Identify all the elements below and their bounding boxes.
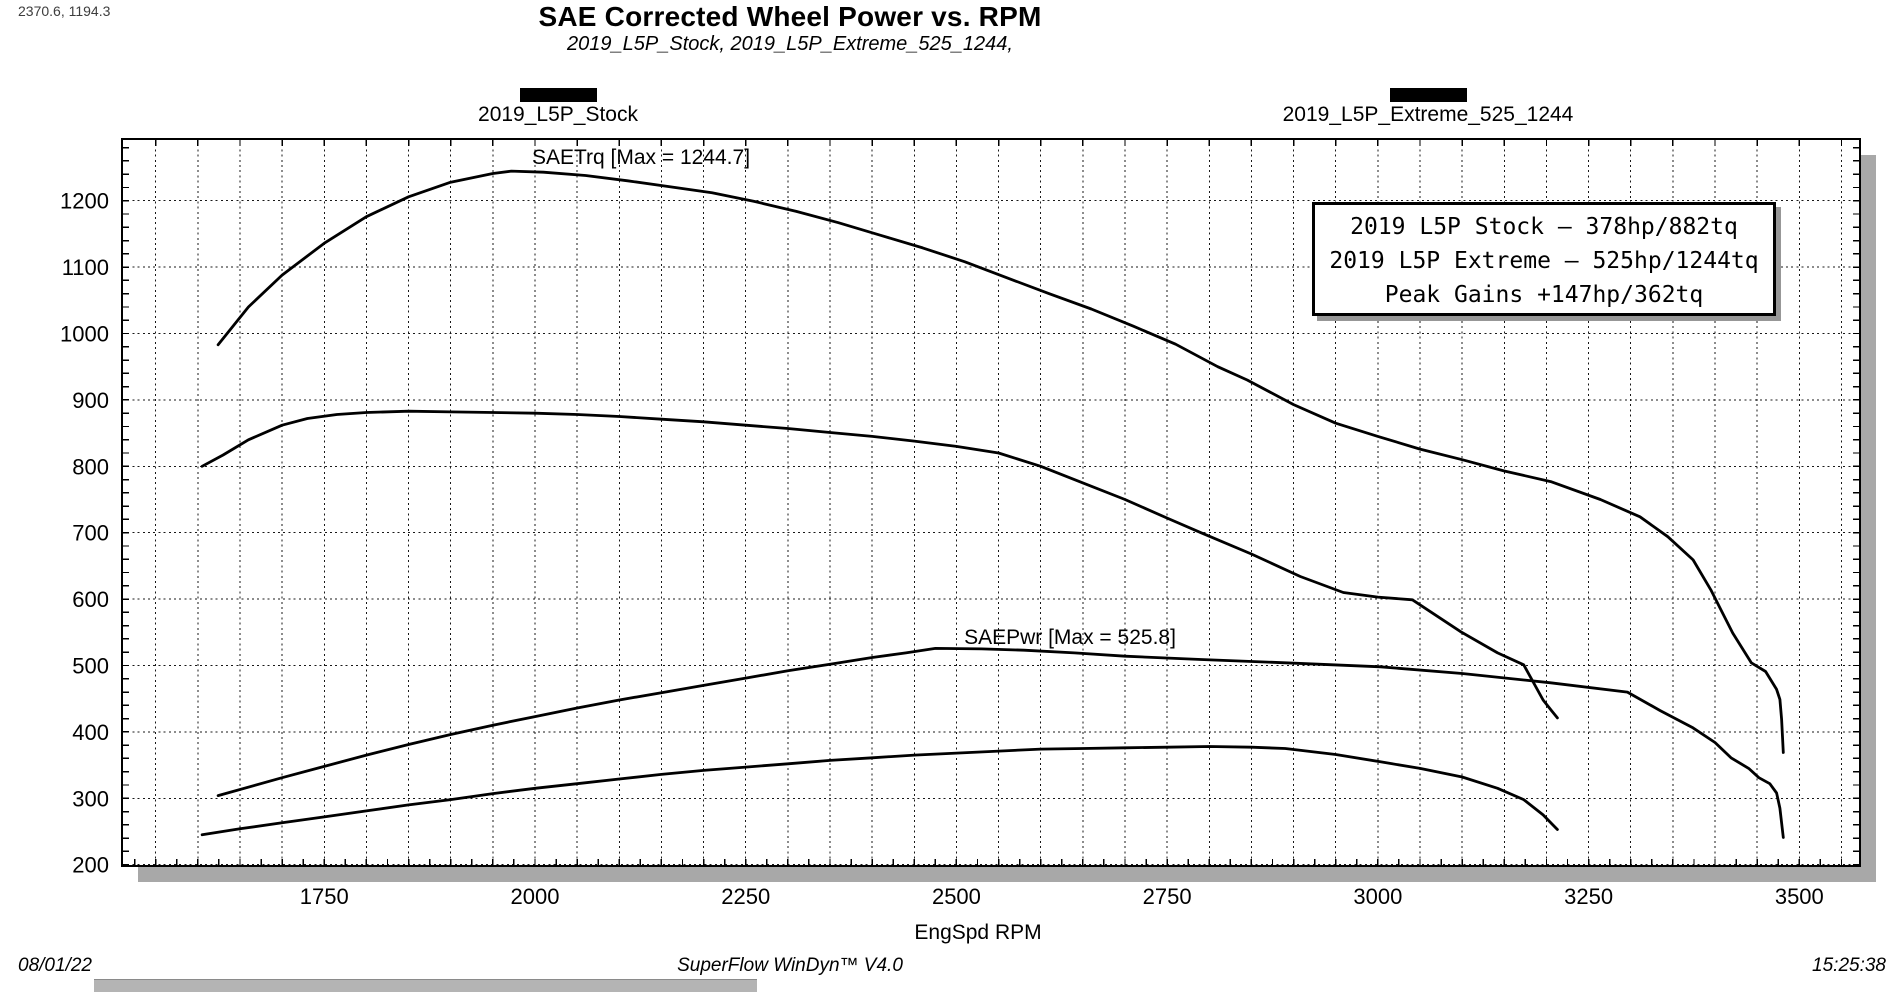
chart-subtitle: 2019_L5P_Stock, 2019_L5P_Extreme_525_124…: [567, 33, 1013, 55]
curve-extreme-power: [216, 647, 1785, 839]
torque-max-annotation: SAETrq [Max = 1244.7]: [531, 146, 751, 169]
svg-text:600: 600: [72, 587, 109, 612]
footer-time: 15:25:38: [1812, 955, 1886, 976]
legend-label-extreme: 2019_L5P_Extreme_525_1244: [1282, 103, 1574, 126]
legend-swatch-extreme: [1390, 88, 1467, 102]
svg-text:1100: 1100: [62, 255, 109, 280]
curve-stock-torque: [200, 409, 1559, 720]
chart-title: SAE Corrected Wheel Power vs. RPM: [538, 1, 1042, 32]
svg-text:700: 700: [72, 521, 109, 546]
axis-ticks: [122, 139, 1860, 866]
x-axis-label: EngSpd RPM: [914, 921, 1042, 944]
svg-text:2750: 2750: [1143, 884, 1192, 909]
y-tick-labels: 200 300 400 500 600 700 800 900 1000 1100 1200: [60, 189, 109, 878]
info-line-extreme: 2019 L5P Extreme – 525hp/1244tq: [1329, 248, 1759, 274]
info-line-stock: 2019 L5P Stock – 378hp/882tq: [1350, 214, 1738, 240]
window-edge-strip: [94, 979, 757, 992]
svg-text:2000: 2000: [511, 884, 560, 909]
curve-stock-power: [200, 745, 1559, 837]
svg-text:1750: 1750: [300, 884, 349, 909]
svg-text:900: 900: [72, 388, 109, 413]
svg-text:3500: 3500: [1775, 884, 1824, 909]
plot-shadow-bottom: [138, 866, 1876, 882]
svg-text:400: 400: [72, 720, 109, 745]
svg-text:1200: 1200: [60, 189, 109, 214]
power-max-annotation: SAEPwr [Max = 525.8]: [964, 626, 1176, 649]
svg-text:1000: 1000: [60, 322, 109, 347]
svg-text:2500: 2500: [932, 884, 981, 909]
cursor-position-readout: 2370.6, 1194.3: [18, 3, 111, 19]
footer-app-name: SuperFlow WinDyn™ V4.0: [677, 955, 903, 976]
svg-text:200: 200: [72, 853, 109, 878]
svg-text:300: 300: [72, 786, 109, 811]
legend-swatch-stock: [520, 88, 597, 102]
x-tick-labels: 1750 2000 2250 2500 2750 3000 3250 3500: [300, 884, 1824, 909]
svg-text:3250: 3250: [1564, 884, 1613, 909]
legend-label-stock: 2019_L5P_Stock: [478, 103, 638, 126]
plot-border: [121, 138, 1861, 867]
plot-shadow-right: [1860, 155, 1876, 882]
svg-text:500: 500: [72, 653, 109, 678]
results-info-box: 2019 L5P Stock – 378hp/882tq 2019 L5P Ex…: [1312, 202, 1776, 316]
svg-text:2250: 2250: [721, 884, 770, 909]
svg-text:800: 800: [72, 454, 109, 479]
curve-extreme-torque: [216, 169, 1785, 754]
info-line-gains: Peak Gains +147hp/362tq: [1384, 282, 1704, 308]
svg-text:3000: 3000: [1353, 884, 1402, 909]
footer-date: 08/01/22: [18, 955, 92, 976]
